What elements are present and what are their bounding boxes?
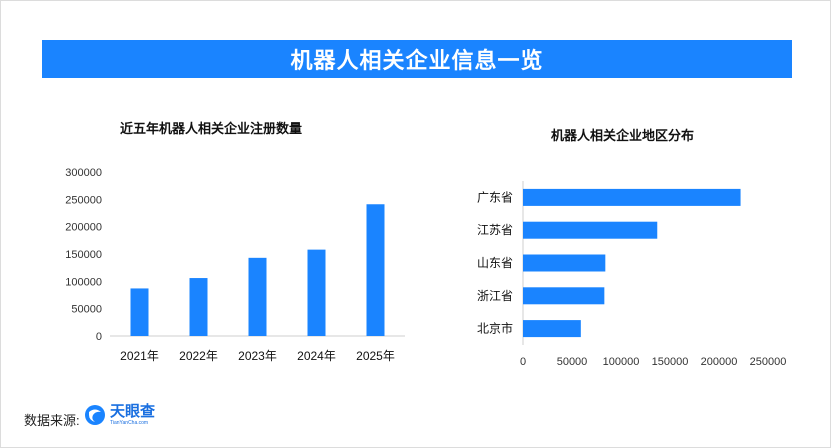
y-category-label: 山东省 bbox=[477, 256, 513, 270]
y-tick-label: 100000 bbox=[65, 276, 102, 288]
x-tick-label: 100000 bbox=[603, 356, 640, 368]
source-label: 数据来源: bbox=[24, 413, 80, 428]
y-tick-label: 150000 bbox=[65, 249, 102, 261]
hbar-4 bbox=[523, 287, 605, 305]
y-tick-label: 200000 bbox=[65, 222, 102, 234]
x-category-label: 2022年 bbox=[179, 349, 218, 363]
x-category-label: 2024年 bbox=[297, 349, 336, 363]
y-category-label: 北京市 bbox=[477, 321, 513, 336]
y-tick-label: 300000 bbox=[65, 167, 102, 179]
banner-title: 机器人相关企业信息一览 bbox=[42, 40, 792, 78]
right-chart-title: 机器人相关企业地区分布 bbox=[551, 128, 695, 143]
hbar-5 bbox=[523, 320, 581, 338]
x-tick-label: 0 bbox=[520, 356, 526, 368]
x-category-label: 2021年 bbox=[120, 349, 159, 363]
logo-name: 天眼查 bbox=[110, 403, 156, 420]
x-tick-label: 250000 bbox=[750, 356, 787, 368]
hbar-1 bbox=[523, 188, 741, 206]
bar-1 bbox=[130, 288, 149, 336]
x-tick-label: 200000 bbox=[701, 356, 738, 368]
y-category-label: 江苏省 bbox=[477, 223, 513, 237]
bar-3 bbox=[248, 257, 267, 336]
x-category-label: 2023年 bbox=[238, 349, 277, 363]
x-tick-label: 50000 bbox=[557, 356, 588, 368]
bar-5 bbox=[366, 204, 385, 336]
tianyancha-logo-icon bbox=[85, 405, 105, 425]
y-category-label: 广东省 bbox=[477, 190, 513, 204]
y-tick-label: 50000 bbox=[71, 304, 102, 316]
x-category-label: 2025年 bbox=[356, 349, 395, 363]
x-tick-label: 150000 bbox=[652, 356, 689, 368]
y-tick-label: 0 bbox=[96, 331, 102, 343]
hbar-3 bbox=[523, 254, 606, 272]
bar-2 bbox=[189, 278, 208, 336]
left-chart-title: 近五年机器人相关企业注册数量 bbox=[120, 121, 303, 136]
y-category-label: 浙江省 bbox=[477, 289, 513, 303]
source-logo: 天眼查 TianYanCha.com bbox=[84, 404, 155, 426]
y-tick-label: 250000 bbox=[65, 194, 102, 206]
logo-subtitle: TianYanCha.com bbox=[110, 420, 149, 426]
bar-4 bbox=[307, 249, 326, 336]
hbar-2 bbox=[523, 221, 658, 239]
